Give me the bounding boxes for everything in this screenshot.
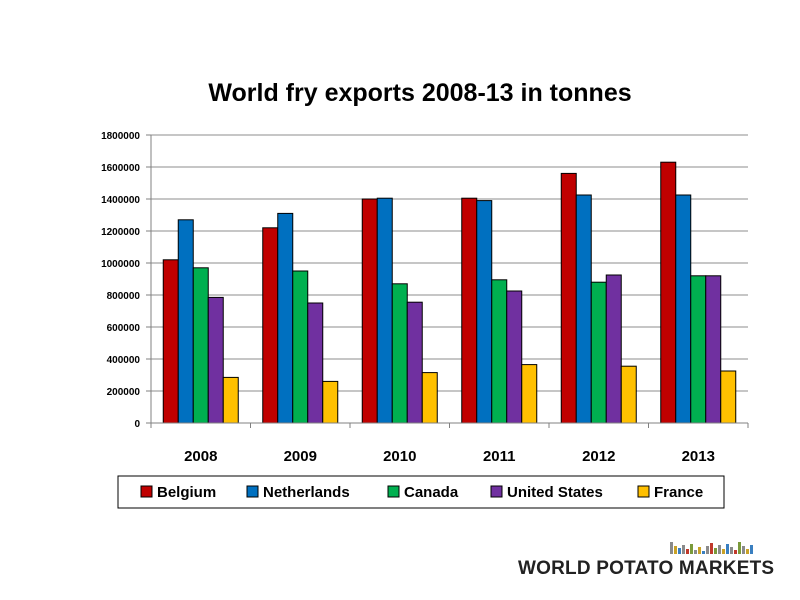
y-axis-ticks: 0 200000 400000 600000 800000 1000000 1200000 1… <box>101 131 151 430</box>
y-tick-label: 800000 <box>107 291 141 302</box>
y-tick-label: 1600000 <box>101 163 140 174</box>
legend-swatch <box>637 485 650 498</box>
legend-box <box>117 475 725 509</box>
legend-swatch <box>246 485 259 498</box>
y-tick-label: 1400000 <box>101 195 140 206</box>
bar-united-states-2009 <box>307 302 324 424</box>
x-tick-label: 2010 <box>383 448 416 465</box>
legend-item-france: France <box>637 484 703 501</box>
bar-netherlands-2011 <box>476 200 493 424</box>
bar-france-2012 <box>620 365 637 424</box>
legend-label: Netherlands <box>263 484 350 501</box>
bar-france-2009 <box>322 380 339 424</box>
gridlines <box>151 134 748 392</box>
bar-belgium-2011 <box>461 197 478 424</box>
bar-netherlands-2009 <box>277 212 294 424</box>
legend-label: Canada <box>404 484 459 501</box>
x-tick-label: 2008 <box>184 448 217 465</box>
bar-france-2011 <box>521 364 538 424</box>
bar-canada-2008 <box>192 267 209 424</box>
logo-text: WORLD POTATO MARKETS <box>518 558 775 579</box>
bar-netherlands-2012 <box>575 194 592 424</box>
legend-label: Belgium <box>157 484 216 501</box>
x-tick-label: 2011 <box>483 448 516 465</box>
legend-label: United States <box>507 484 603 501</box>
bar-belgium-2010 <box>361 198 378 424</box>
legend-label: France <box>654 484 703 501</box>
legend: Belgium Netherlands Canada United States Fra… <box>117 475 725 509</box>
legend-swatch <box>140 485 153 498</box>
bar-canada-2011 <box>491 279 508 424</box>
bars <box>162 161 737 424</box>
y-tick-label: 200000 <box>107 387 141 398</box>
legend-swatch <box>387 485 400 498</box>
bar-belgium-2013 <box>660 161 677 424</box>
bar-netherlands-2008 <box>177 219 194 424</box>
y-tick-label: 600000 <box>107 323 141 334</box>
bar-canada-2012 <box>590 281 607 424</box>
legend-item-canada: Canada <box>387 484 459 501</box>
y-tick-label: 0 <box>134 419 140 430</box>
chart-title: World fry exports 2008-13 in tonnes <box>208 79 631 107</box>
y-tick-label: 1000000 <box>101 259 140 270</box>
x-axis-ticks: 2008 2009 2010 2011 2012 2013 <box>150 423 749 465</box>
bar-belgium-2009 <box>262 227 279 424</box>
bar-canada-2009 <box>292 270 309 424</box>
bar-netherlands-2010 <box>376 197 393 424</box>
bar-france-2008 <box>222 376 239 424</box>
bar-belgium-2012 <box>560 172 577 424</box>
bar-united-states-2008 <box>207 296 224 424</box>
y-tick-label: 1800000 <box>101 131 140 142</box>
bar-france-2013 <box>720 370 737 424</box>
bar-france-2010 <box>421 372 438 424</box>
legend-item-netherlands: Netherlands <box>246 484 350 501</box>
legend-item-belgium: Belgium <box>140 484 216 501</box>
x-tick-label: 2012 <box>582 448 615 465</box>
bar-united-states-2010 <box>406 301 423 424</box>
bar-belgium-2008 <box>162 259 179 424</box>
x-tick-label: 2013 <box>682 448 715 465</box>
logo-bars-icon <box>670 542 753 554</box>
bar-netherlands-2013 <box>675 194 692 424</box>
bar-united-states-2012 <box>605 274 622 424</box>
world-potato-markets-logo: WORLD POTATO MARKETS <box>518 540 774 580</box>
bar-canada-2010 <box>391 283 408 424</box>
legend-item-united-states: United States <box>490 484 603 501</box>
legend-swatch <box>490 485 503 498</box>
bar-united-states-2011 <box>506 290 523 424</box>
x-tick-label: 2009 <box>284 448 317 465</box>
bar-canada-2013 <box>690 275 707 424</box>
y-tick-label: 1200000 <box>101 227 140 238</box>
y-tick-label: 400000 <box>107 355 141 366</box>
bar-united-states-2013 <box>705 275 722 424</box>
